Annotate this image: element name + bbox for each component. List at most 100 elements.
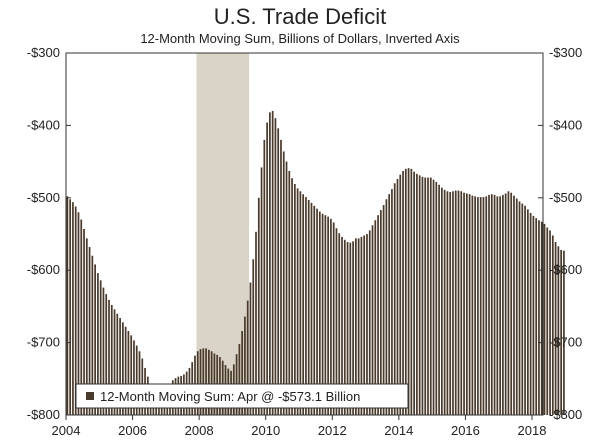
bar	[116, 313, 119, 415]
bar	[432, 179, 435, 415]
bar	[549, 230, 551, 415]
bar	[210, 351, 213, 415]
y-tick-label-left: -$800	[27, 407, 60, 422]
bar	[321, 213, 324, 415]
bar	[330, 218, 332, 415]
bar	[324, 215, 327, 415]
bar	[277, 128, 280, 416]
x-tick-label: 2012	[318, 423, 347, 438]
bar	[108, 299, 110, 415]
bar	[366, 234, 368, 415]
bar	[285, 161, 288, 415]
y-tick-label-right: -$800	[549, 407, 582, 422]
bar	[299, 191, 302, 415]
bar	[399, 174, 402, 415]
legend-swatch	[86, 392, 94, 400]
bar	[374, 220, 377, 415]
y-axis-left: -$800 -$700 -$600 -$500 -$400 -$300	[27, 45, 71, 422]
bar	[402, 171, 404, 415]
bar	[293, 184, 296, 415]
bar	[349, 242, 352, 415]
bar	[85, 238, 88, 415]
bar	[496, 196, 499, 415]
bar	[363, 235, 366, 415]
bar	[310, 202, 313, 415]
bar	[255, 231, 257, 415]
bar	[335, 228, 338, 415]
bar	[238, 344, 241, 415]
bar	[410, 168, 413, 415]
bar	[205, 348, 207, 415]
bar	[377, 215, 379, 415]
bar	[474, 196, 477, 415]
bar	[110, 304, 113, 415]
bar	[94, 264, 96, 415]
bar	[457, 190, 460, 415]
bar	[122, 322, 124, 415]
bar	[526, 209, 529, 415]
bar	[510, 192, 513, 415]
bar	[80, 219, 83, 415]
bar	[446, 191, 449, 415]
bar	[274, 118, 277, 415]
legend-label: 12-Month Moving Sum: Apr @ -$573.1 Billi…	[100, 389, 360, 404]
bar	[502, 194, 504, 415]
bar	[241, 331, 243, 415]
bar	[435, 181, 438, 415]
bar	[443, 189, 446, 415]
x-axis: 2004 2006 2008 2010 2012 2014 2016 2018	[52, 415, 546, 438]
bar	[465, 193, 468, 415]
y-tick-label-left: -$400	[27, 117, 60, 132]
bar	[72, 202, 74, 415]
bar	[560, 249, 562, 415]
bar	[385, 199, 388, 415]
bar	[282, 151, 285, 415]
bar	[316, 208, 318, 415]
bar-series	[66, 110, 565, 416]
x-tick-label: 2014	[384, 423, 413, 438]
bar	[327, 216, 329, 415]
bar	[74, 206, 77, 415]
y-tick-label-left: -$500	[27, 190, 60, 205]
bar	[479, 197, 482, 415]
bar	[66, 196, 69, 415]
bar	[102, 287, 105, 415]
bar	[208, 349, 210, 415]
bar	[266, 122, 268, 415]
bar	[343, 239, 346, 415]
bar	[244, 316, 246, 415]
x-tick-label: 2010	[251, 423, 280, 438]
bar	[471, 195, 474, 415]
y-tick-label-right: -$300	[549, 45, 582, 60]
bar	[202, 348, 205, 415]
bar	[368, 230, 371, 415]
bar	[493, 194, 496, 415]
bar	[246, 300, 249, 415]
y-tick-label-right: -$500	[549, 190, 582, 205]
bar	[127, 331, 130, 415]
bar	[546, 227, 549, 415]
x-tick-label: 2006	[118, 423, 147, 438]
bar	[477, 197, 479, 415]
bar	[441, 187, 443, 415]
bar	[563, 250, 565, 415]
bar	[404, 168, 407, 415]
bar	[485, 196, 488, 415]
y-tick-label-right: -$400	[549, 117, 582, 132]
bar	[521, 203, 524, 415]
bar	[407, 168, 410, 415]
bar	[113, 309, 116, 415]
bar	[371, 225, 374, 415]
bar	[388, 194, 391, 415]
bar	[305, 197, 307, 415]
bar	[291, 178, 293, 415]
y-tick-label-right: -$700	[549, 335, 582, 350]
bar	[421, 176, 424, 415]
bar	[338, 233, 341, 415]
bar	[124, 326, 127, 415]
x-tick-label: 2016	[451, 423, 480, 438]
bar	[91, 255, 94, 415]
bar	[263, 139, 266, 415]
y-axis-right: -$800 -$700 -$600 -$500 -$400 -$300	[538, 45, 582, 422]
